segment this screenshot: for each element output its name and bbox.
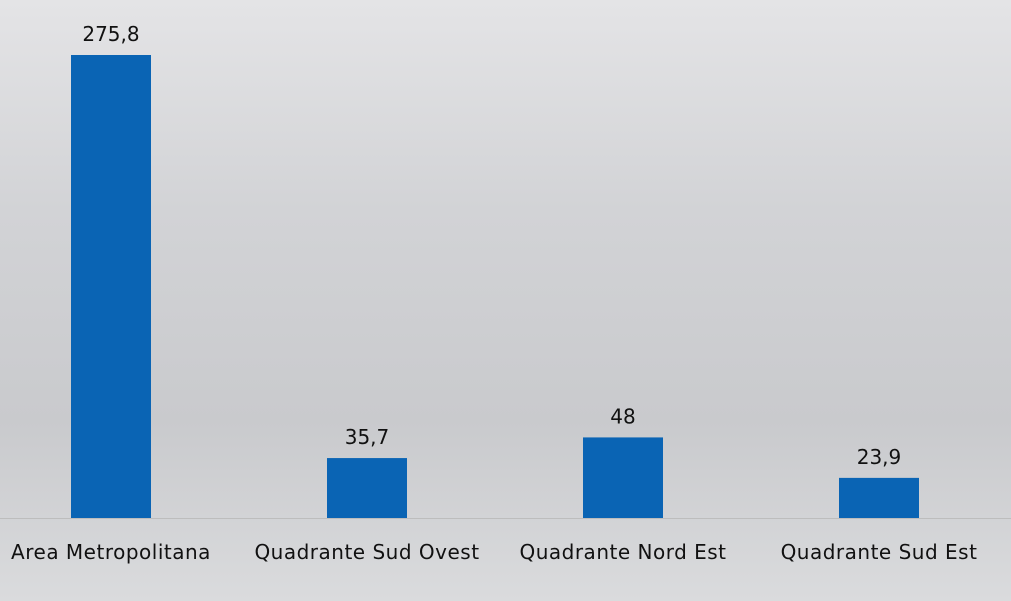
bar <box>327 458 407 518</box>
x-tick-label: Area Metropolitana <box>0 538 231 566</box>
data-label: 48 <box>610 404 635 428</box>
x-tick-label: Quadrante Nord Est <box>503 538 743 566</box>
x-tick-label: Quadrante Sud Est <box>759 538 999 566</box>
data-label: 23,9 <box>857 445 902 469</box>
chart: 275,8 35,7 48 23,9 Area Metropolitana Quadra… <box>0 0 1011 601</box>
bar <box>839 478 919 518</box>
plot: 275,8 35,7 48 23,9 <box>0 0 1011 601</box>
data-label: 275,8 <box>82 22 139 46</box>
x-tick-label: Quadrante Sud Ovest <box>247 538 487 566</box>
bar <box>71 55 151 518</box>
data-label: 35,7 <box>345 425 390 449</box>
bar <box>583 437 663 518</box>
